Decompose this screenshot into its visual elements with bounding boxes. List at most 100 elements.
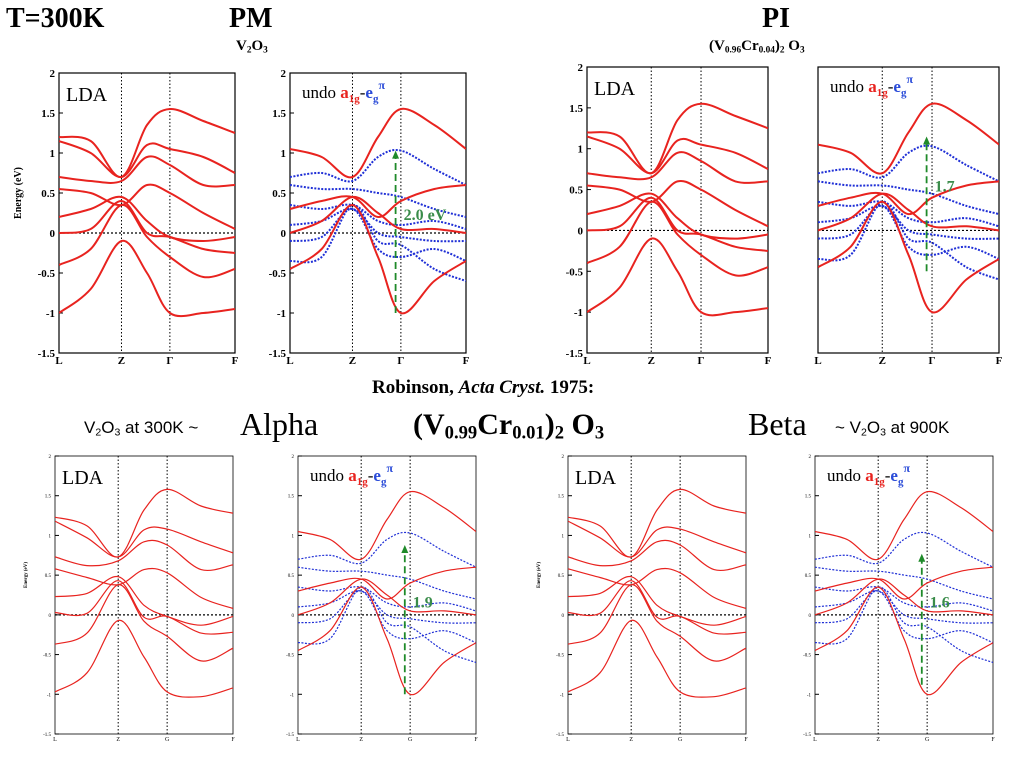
y-tick-label: -1 (47, 693, 52, 698)
y-tick-label: 0 (578, 225, 584, 237)
y-tick-label: 0.5 (272, 188, 286, 200)
y-tick-label: 0 (292, 614, 295, 619)
chart-alpha-lda: 2 1.5 1 0.5 0 -0.5 -1 -1.5L Z G F Energy (eV) LDA (24, 455, 235, 743)
x-tick-label: Z (648, 355, 655, 367)
y-tick-label: 2 (578, 62, 584, 74)
undo-eg-band (818, 180, 999, 216)
undo-label: undo a1g-egπ (827, 461, 910, 488)
undo-eg-band (815, 566, 993, 600)
undo-eg-band (290, 208, 466, 262)
undo-eg-band (815, 590, 993, 644)
undo-a1g-band (298, 490, 476, 561)
y-tick-label: 1.5 (288, 495, 295, 500)
lda-band (59, 107, 235, 178)
beta-note: ~ V2O3 at 900K (835, 418, 950, 439)
y-tick-label: 1.5 (45, 495, 52, 500)
undo-a1g-band (298, 578, 476, 616)
undo-eg-band (298, 531, 476, 568)
undo-eg-band (818, 144, 999, 183)
lda-band (55, 580, 233, 635)
x-tick-label: L (814, 355, 821, 367)
y-tick-label: -0.5 (38, 268, 56, 280)
plot-frame (586, 66, 769, 354)
lda-band (568, 488, 746, 558)
gap-arrowhead (392, 150, 400, 159)
plot-frame (814, 455, 994, 735)
lda-label: LDA (575, 467, 617, 489)
chart-pi-undo: L Z Γ F 1.7 undo a1g-egπ (814, 66, 1003, 367)
y-tick-label: -0.5 (269, 268, 287, 280)
y-tick-label: 1 (292, 534, 295, 539)
undo-label: undo a1g-egπ (302, 78, 385, 105)
y-tick-label: -1 (277, 308, 286, 320)
lda-band (59, 140, 235, 178)
y-tick-label: 0 (281, 228, 287, 240)
y-tick-label: 1.5 (805, 495, 812, 500)
lda-band (55, 576, 233, 626)
x-tick-label: L (566, 737, 570, 743)
y-tick-label: 1 (562, 534, 565, 539)
x-tick-label: L (296, 737, 300, 743)
x-tick-label: Z (349, 355, 356, 367)
bands (818, 102, 999, 314)
undo-eg-band (298, 590, 476, 644)
undo-eg-band (815, 586, 993, 612)
y-tick-label: 0 (49, 614, 52, 619)
undo-a1g-band (290, 195, 466, 234)
x-tick-label: Γ (166, 355, 173, 367)
bands (55, 488, 233, 698)
gap-value: 1.7 (935, 179, 955, 196)
undo-eg-band (815, 586, 993, 664)
lda-band (587, 135, 768, 175)
x-tick-label: F (232, 355, 239, 367)
y-tick-label: -1.5 (556, 733, 564, 738)
x-tick-label: F (463, 355, 470, 367)
x-tick-label: F (991, 737, 995, 743)
bands (290, 107, 466, 315)
y-tick-label: 2 (292, 455, 295, 460)
undo-a1g-band (815, 490, 993, 561)
y-tick-label: -0.5 (566, 266, 584, 278)
x-tick-label: Z (359, 737, 363, 743)
undo-a1g-band (290, 204, 466, 315)
lda-band (587, 151, 768, 184)
x-tick-label: Γ (929, 355, 936, 367)
undo-eg-band (290, 204, 466, 282)
y-tick-label: 2 (50, 68, 56, 80)
bands (587, 102, 768, 317)
plot-frame (289, 72, 467, 354)
y-tick-label: -1 (574, 307, 583, 319)
lda-band (587, 102, 768, 175)
undo-eg-band (818, 204, 999, 260)
y-tick-label: -1 (290, 693, 295, 698)
y-tick-label: 1.5 (272, 108, 286, 120)
chart-beta-lda: 2 1.5 1 0.5 0 -0.5 -1 -1.5L Z G F Energy (eV) LDA (537, 455, 748, 743)
undo-eg-band (290, 149, 466, 186)
lda-band (568, 584, 746, 662)
undo-a1g-band (815, 578, 993, 616)
y-tick-label: 0.5 (569, 185, 583, 197)
x-tick-label: F (474, 737, 478, 743)
x-tick-label: Z (629, 737, 633, 743)
chart-alpha-undo: 2 1.5 1 0.5 0 -0.5 -1 -1.5L Z G F 1.9 undo a1g-egπ (286, 455, 478, 743)
lda-band (55, 619, 233, 698)
y-tick-label: 1 (281, 148, 287, 160)
pm-formula: V2O3 (236, 38, 268, 56)
y-tick-label: 0 (50, 228, 56, 240)
y-tick-label: -1.5 (38, 348, 56, 360)
y-tick-label: -0.5 (43, 654, 51, 659)
x-tick-label: F (996, 355, 1003, 367)
plot-frame (58, 72, 236, 354)
x-tick-label: Γ (698, 355, 705, 367)
y-tick-label: 0.5 (558, 574, 565, 579)
pi-formula: (V0.96Cr0.04)2 O3 (709, 38, 805, 56)
pi-label: PI (762, 3, 790, 34)
undo-eg-band (290, 184, 466, 218)
gap-value: 1.9 (413, 595, 433, 612)
x-tick-label: Γ (397, 355, 404, 367)
lda-band (55, 584, 233, 662)
lda-band (568, 567, 746, 610)
y-tick-label: -1 (807, 693, 812, 698)
bands (298, 490, 476, 696)
bands (815, 490, 993, 696)
